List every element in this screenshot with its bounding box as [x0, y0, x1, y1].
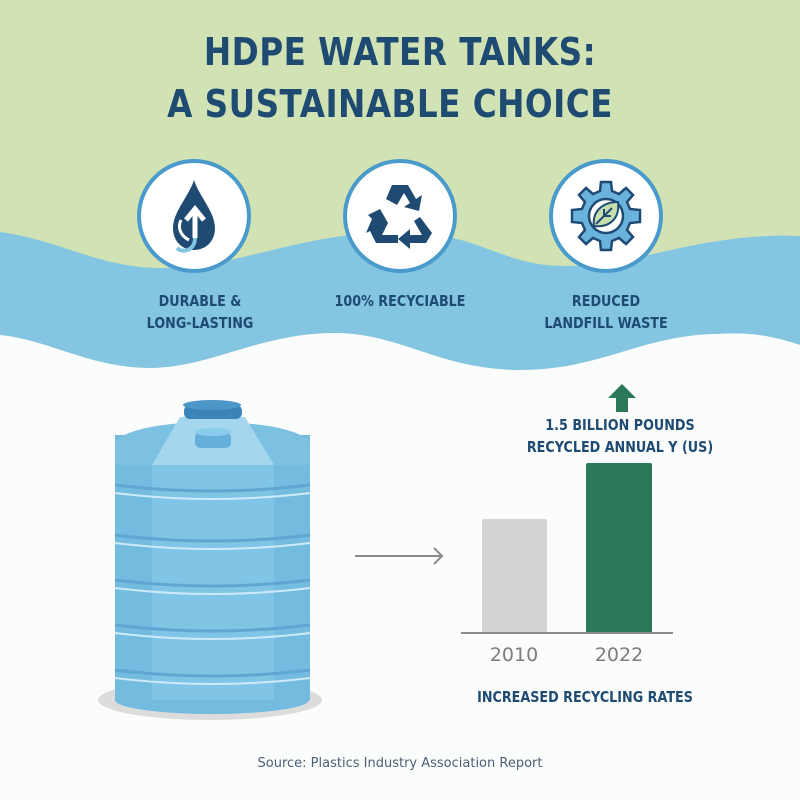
feature-label-line: LONG-LASTING [146, 314, 254, 332]
annotation-line: RECYCLED ANNUAL Y (US) [526, 438, 714, 456]
feature-circle-recyclable [343, 159, 457, 273]
chart-baseline [461, 632, 673, 634]
x-tick-2022: 2022 [594, 644, 644, 666]
title-line-1: HDPE WATER TANKS: [203, 30, 597, 74]
gear-leaf-icon [570, 180, 642, 252]
feature-label-recyclable: 100% RECYCIABLE [307, 290, 494, 312]
feature-label-landfill: REDUCED LANDFILL WASTE [513, 290, 700, 334]
water-drop-arrow-icon [173, 180, 215, 253]
bar-2010 [482, 519, 547, 633]
water-tank-illustration [98, 400, 322, 720]
feature-label-line: 100% RECYCIABLE [334, 292, 466, 310]
chart-caption: INCREASED RECYCLING RATES [477, 688, 693, 706]
chart-annotation: 1.5 BILLION POUNDS RECYCLED ANNUAL Y (US… [518, 414, 722, 458]
bar-2022 [586, 463, 652, 633]
source-text: Source: Plastics Industry Association Re… [257, 756, 543, 771]
feature-circle-durable [137, 159, 251, 273]
feature-label-durable: DURABLE & LONG-LASTING [107, 290, 294, 334]
recycle-icon [366, 185, 432, 249]
feature-label-line: REDUCED [571, 292, 641, 310]
up-arrow-icon [608, 384, 636, 412]
annotation-line: 1.5 BILLION POUNDS [545, 416, 695, 434]
feature-label-line: DURABLE & [158, 292, 242, 310]
feature-label-line: LANDFILL WASTE [544, 314, 668, 332]
title-line-2: A SUSTAINABLE CHOICE [167, 82, 613, 126]
x-tick-2010: 2010 [489, 644, 539, 666]
right-arrow-icon [355, 547, 444, 565]
feature-circle-landfill [549, 159, 663, 273]
